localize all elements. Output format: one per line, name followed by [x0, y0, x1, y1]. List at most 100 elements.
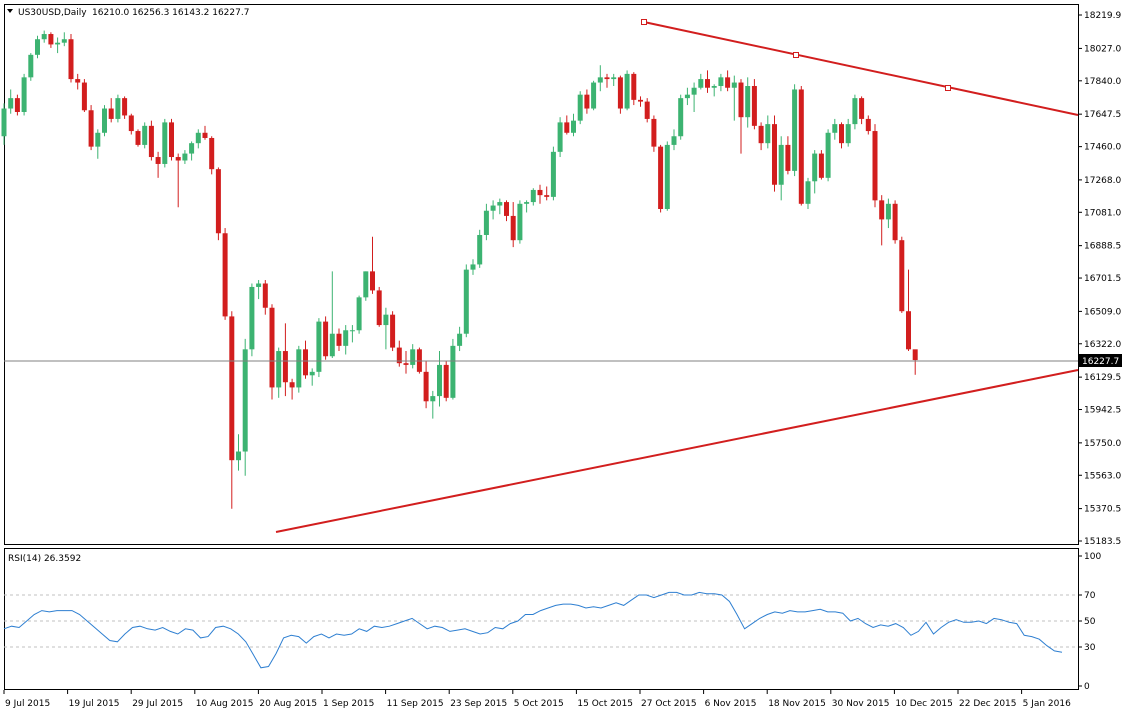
candle-body	[906, 311, 911, 350]
candle-body	[731, 82, 737, 88]
time-tick-label: 22 Dec 2015	[959, 699, 1017, 709]
candle-body	[517, 203, 523, 241]
rsi-level-label: 50	[1084, 617, 1096, 627]
candle-body	[624, 73, 630, 109]
time-tick-label: 5 Oct 2015	[514, 699, 564, 709]
candle-body	[215, 169, 221, 234]
candle-body	[128, 115, 134, 132]
price-axis: 18219.9 18027.0 17840.0 17647.5 17460.0 17268…	[1078, 11, 1121, 547]
candle-body	[316, 321, 322, 372]
price-tick-label: 17647.5	[1084, 110, 1121, 120]
time-tick-label: 5 Jan 2016	[1023, 699, 1071, 709]
candle-body	[879, 200, 885, 220]
candle-body	[262, 283, 268, 308]
candle-body	[885, 203, 891, 220]
candle-body	[81, 82, 87, 111]
candle-body	[839, 124, 844, 144]
candle-body	[818, 153, 824, 178]
candle-body	[892, 203, 898, 241]
time-tick-label: 11 Sep 2015	[387, 699, 444, 709]
current-price-label: 16227.7	[1082, 357, 1119, 367]
candle-body	[135, 131, 141, 145]
time-axis: 9 Jul 2015 19 Jul 2015 29 Jul 2015 10 Aug 2…	[3, 690, 1071, 709]
candle-body	[765, 124, 771, 144]
price-tick-label: 18027.0	[1084, 44, 1121, 54]
candle-body	[872, 131, 878, 201]
candle-body	[309, 371, 315, 376]
candle-body	[35, 39, 40, 55]
candle-body	[463, 269, 469, 334]
support-trendline[interactable]	[275, 369, 1079, 533]
price-tick-label: 15563.0	[1084, 471, 1121, 481]
candle-body	[845, 124, 851, 144]
symbol-label: US30USD,Daily	[18, 8, 87, 18]
candle-body	[825, 132, 831, 178]
rsi-level-label: 70	[1084, 591, 1096, 601]
time-tick-label: 19 Jul 2015	[69, 699, 120, 709]
candle-body	[865, 118, 871, 132]
main-chart-frame	[4, 4, 1079, 545]
candle-body	[604, 77, 610, 80]
candle-body	[303, 349, 308, 376]
price-tick-label: 16129.5	[1084, 373, 1121, 383]
candle-body	[705, 79, 710, 88]
candle-body	[410, 349, 416, 365]
rsi-level-label: 0	[1084, 682, 1090, 692]
candle-body	[504, 202, 509, 216]
candle-body	[664, 144, 670, 210]
candle-body	[108, 108, 114, 119]
candle-body	[68, 39, 74, 80]
candle-body	[785, 144, 791, 171]
candle-body	[490, 205, 496, 211]
candle-body	[544, 195, 550, 197]
candle-body	[644, 101, 650, 119]
candle-body	[383, 314, 389, 326]
candle-body	[48, 34, 54, 45]
candle-body	[772, 124, 777, 185]
candle-body	[189, 143, 195, 154]
time-tick-label: 18 Nov 2015	[768, 699, 826, 709]
rsi-level-label: 30	[1084, 643, 1096, 653]
price-tick-label: 16888.5	[1084, 242, 1121, 252]
time-tick-label: 30 Nov 2015	[832, 699, 890, 709]
candle-body	[349, 330, 355, 332]
price-tick-label: 16701.5	[1084, 274, 1121, 284]
candle-body	[343, 330, 349, 346]
price-tick-label: 17268.0	[1084, 176, 1121, 186]
candle-body	[403, 363, 409, 365]
candle-body	[483, 210, 489, 235]
time-tick-label: 20 Aug 2015	[259, 699, 317, 709]
candle-body	[577, 94, 583, 121]
trendline-handle[interactable]	[945, 85, 951, 91]
candle-body	[55, 42, 61, 45]
candle-body	[658, 146, 664, 210]
candle-body	[584, 94, 590, 109]
candle-body	[162, 122, 168, 164]
candle-body	[798, 89, 804, 204]
resistance-trendline[interactable]	[643, 21, 1079, 116]
candle-body	[437, 364, 442, 397]
candle-body	[805, 181, 811, 204]
candle-body	[336, 333, 342, 346]
current-price-marker: 16227.7	[4, 354, 1122, 367]
trendline-handle[interactable]	[641, 19, 647, 25]
candle-body	[175, 157, 181, 161]
candle-body	[296, 349, 302, 388]
candle-body	[510, 215, 516, 241]
rsi-level-label: 100	[1084, 552, 1101, 562]
candle-body	[148, 125, 154, 158]
time-tick-label: 6 Nov 2015	[705, 699, 757, 709]
candle-body	[229, 316, 235, 461]
candle-body	[617, 77, 623, 109]
candle-body	[530, 189, 536, 203]
candle-body	[852, 98, 858, 125]
candle-body	[537, 189, 543, 196]
candle-body	[370, 271, 375, 291]
trendline-handle[interactable]	[793, 52, 799, 58]
candle-body	[356, 297, 362, 331]
candle-body	[390, 314, 396, 348]
candle-body	[711, 86, 717, 88]
time-tick-label: 1 Sep 2015	[323, 699, 374, 709]
candle-body	[155, 157, 161, 164]
